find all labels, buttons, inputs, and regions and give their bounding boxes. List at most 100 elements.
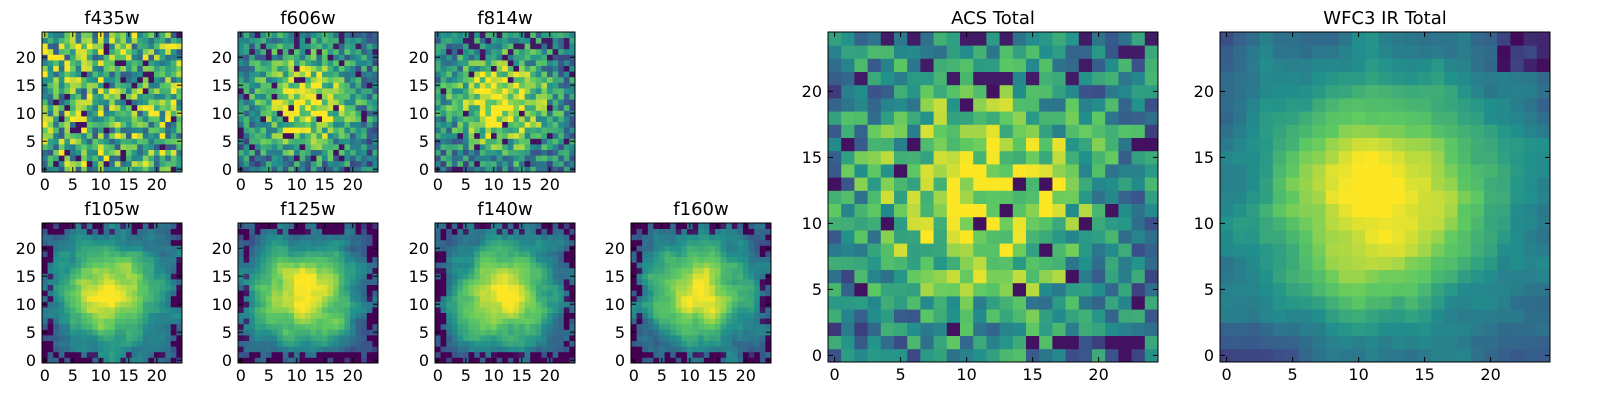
heatmap-cell [361,268,367,274]
heatmap-cell [87,285,93,291]
heatmap-cell [485,138,491,144]
heatmap-cell [120,324,126,330]
heatmap-cell [333,307,339,313]
heatmap-cell [316,324,322,330]
heatmap-cell [344,240,350,246]
heatmap-cell [98,77,104,83]
heatmap-cell [463,150,469,156]
heatmap-cell [508,318,514,324]
heatmap-cell [53,273,59,279]
heatmap-cell [681,279,687,285]
heatmap-cell [98,268,104,274]
heatmap-cell [305,285,311,291]
heatmap-cell [48,110,54,116]
heatmap-cell [244,234,250,240]
heatmap-cell [109,127,115,133]
heatmap-cell [316,223,322,229]
heatmap-cell [350,133,356,139]
heatmap-cell [132,335,138,341]
heatmap-cell [446,318,452,324]
heatmap-cell [160,127,166,133]
heatmap-cell [881,322,895,336]
heatmap-cell [474,116,480,122]
heatmap-cell [502,329,508,335]
heatmap-cell [350,161,356,167]
heatmap-cell [457,88,463,94]
heatmap-cell [171,257,177,263]
heatmap-cell [553,155,559,161]
heatmap-cell [120,60,126,66]
heatmap-cell [81,49,87,55]
heatmap-cell [960,296,974,310]
heatmap-cell [564,150,570,156]
heatmap-cell [294,133,300,139]
heatmap-cell [70,77,76,83]
heatmap-cell [367,155,373,161]
heatmap-cell [305,155,311,161]
heatmap-cell [356,234,362,240]
heatmap-cell [328,43,334,49]
heatmap-cell [249,138,255,144]
heatmap-cell [288,341,294,347]
heatmap-cell [300,313,306,319]
heatmap-cell [934,256,948,270]
heatmap-cell [457,329,463,335]
heatmap-cell [854,243,868,257]
heatmap-cell [737,268,743,274]
heatmap-cell [115,329,121,335]
heatmap-cell [854,151,868,165]
heatmap-cell [502,346,508,352]
heatmap-cell [441,71,447,77]
heatmap-cell [48,38,54,44]
heatmap-cell [513,285,519,291]
heatmap-cell [508,352,514,358]
heatmap-cell [260,335,266,341]
heatmap-cell [87,341,93,347]
heatmap-cell [300,88,306,94]
heatmap-cell [154,110,160,116]
heatmap-cell [749,251,755,257]
heatmap-cell [547,144,553,150]
heatmap-cell [631,251,637,257]
heatmap-cell [126,245,132,251]
heatmap-cell [328,307,334,313]
heatmap-cell [266,296,272,302]
heatmap-cell [665,301,671,307]
heatmap-cell [148,127,154,133]
heatmap-cell [350,38,356,44]
heatmap-cell [294,279,300,285]
heatmap-cell [109,301,115,307]
heatmap-cell [115,245,121,251]
heatmap-cell [907,309,921,323]
heatmap-cell [1052,177,1066,191]
heatmap-cell [132,88,138,94]
heatmap-cell [491,229,497,235]
heatmap-cell [519,138,525,144]
heatmap-cell [474,229,480,235]
heatmap-cell [126,273,132,279]
heatmap-cell [513,77,519,83]
heatmap-cell [311,38,317,44]
heatmap-cell [350,43,356,49]
heatmap-cell [665,229,671,235]
heatmap-cell [726,301,732,307]
heatmap-cell [513,352,519,358]
heatmap-cell [87,122,93,128]
heatmap-cell [881,230,895,244]
heatmap-cell [749,229,755,235]
heatmap-cell [260,133,266,139]
heatmap-cell [244,251,250,257]
heatmap-cell [148,150,154,156]
heatmap-cell [255,105,261,111]
heatmap-cell [530,301,536,307]
heatmap-cell [1000,230,1014,244]
heatmap-cell [115,273,121,279]
heatmap-cell [463,60,469,66]
heatmap-cell [463,127,469,133]
heatmap-cell [328,105,334,111]
heatmap-cell [480,307,486,313]
heatmap-cell [485,229,491,235]
heatmap-cell [681,234,687,240]
heatmap-cell [294,307,300,313]
heatmap-cell [160,155,166,161]
